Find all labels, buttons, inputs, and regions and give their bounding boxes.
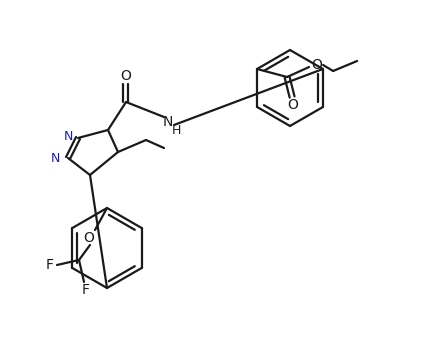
Text: N: N (63, 130, 73, 143)
Text: O: O (311, 58, 322, 72)
Text: N: N (162, 115, 173, 129)
Text: H: H (171, 123, 180, 136)
Text: N: N (51, 152, 60, 164)
Text: O: O (83, 231, 94, 245)
Text: O: O (120, 69, 131, 83)
Text: F: F (46, 258, 54, 272)
Text: O: O (287, 98, 298, 112)
Text: F: F (82, 283, 90, 297)
